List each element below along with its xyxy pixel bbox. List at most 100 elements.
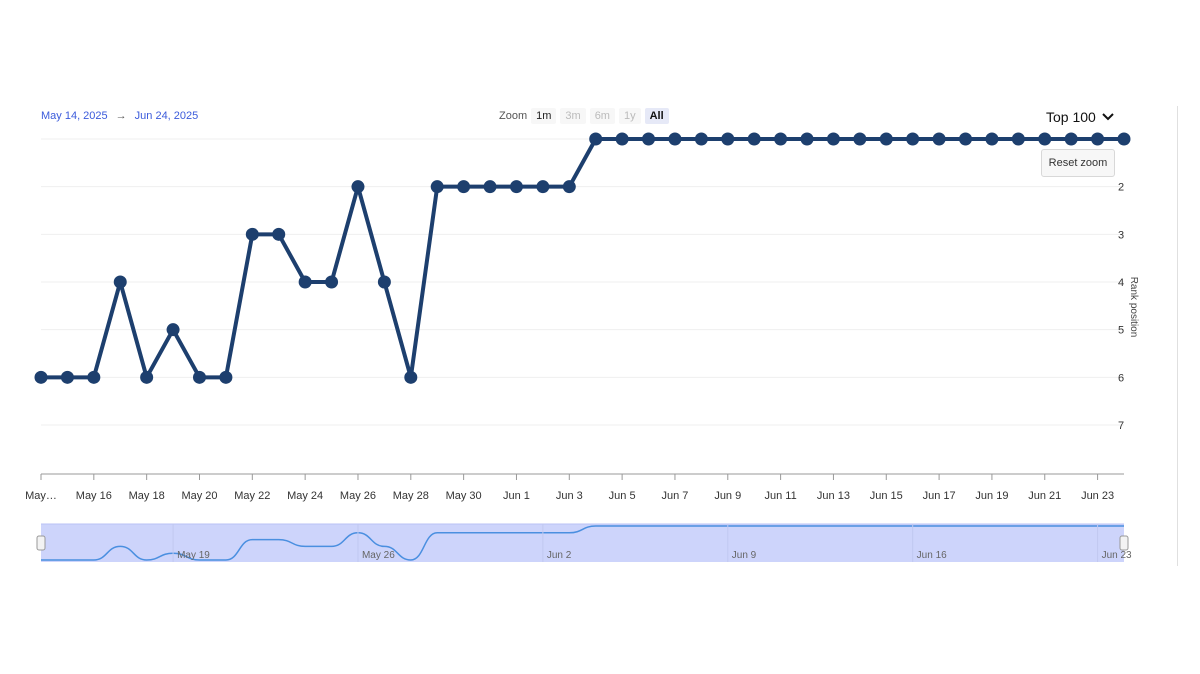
x-tick-label: May 26 <box>340 490 376 502</box>
data-point <box>536 180 550 194</box>
y-tick-label: 5 <box>1118 325 1124 337</box>
data-point <box>615 132 629 146</box>
grid-lines <box>41 138 1124 426</box>
data-point <box>351 180 365 194</box>
date-range-end: Jun 24, 2025 <box>134 110 199 122</box>
x-tick-label: May 20 <box>181 490 217 502</box>
data-point <box>60 370 74 384</box>
navigator-label: Jun 2 <box>547 550 572 561</box>
x-tick-label: Jun 19 <box>975 490 1008 502</box>
navigator-label: Jun 16 <box>917 550 947 561</box>
data-point <box>589 132 603 146</box>
y-tick-label: 4 <box>1118 277 1124 289</box>
data-point <box>325 275 339 289</box>
data-point <box>87 370 101 384</box>
navigator[interactable]: May 19 May 26 Jun 2 Jun 9 Jun 16 Jun 23 <box>36 523 1132 562</box>
x-tick-label: Jun 11 <box>765 490 797 502</box>
y-tick-label: 3 <box>1118 229 1124 241</box>
series-group <box>34 132 1131 384</box>
x-tick-label: May 28 <box>393 490 429 502</box>
zoom-label: Zoom <box>499 110 528 122</box>
data-point <box>34 370 48 384</box>
data-point <box>430 180 444 194</box>
reset-zoom-button[interactable]: Reset zoom <box>1041 149 1115 177</box>
y-tick-label: 2 <box>1118 182 1124 194</box>
data-point <box>906 132 920 146</box>
data-point <box>509 180 523 194</box>
y-tick-label: 7 <box>1118 420 1124 432</box>
data-point <box>113 275 127 289</box>
x-tick-label: May… <box>25 490 57 502</box>
x-tick-label: Jun 17 <box>923 490 956 502</box>
data-point <box>245 227 259 241</box>
y-axis-label: Rank position <box>1128 277 1139 338</box>
data-point <box>483 180 497 194</box>
navigator-left-handle <box>36 535 46 551</box>
x-tick-label: Jun 1 <box>503 490 530 502</box>
data-point <box>1064 132 1078 146</box>
x-tick-label: Jun 9 <box>714 490 741 502</box>
data-point <box>774 132 788 146</box>
chevron-down-icon <box>1102 113 1114 121</box>
zoom-1y-button[interactable]: 1y <box>618 108 641 124</box>
arrow-right-icon: → <box>115 110 127 122</box>
data-point <box>1038 132 1052 146</box>
x-tick-label: Jun 13 <box>817 490 850 502</box>
data-point <box>800 132 814 146</box>
data-point <box>166 323 180 337</box>
data-point <box>192 370 206 384</box>
y-tick-label: 6 <box>1118 372 1124 384</box>
date-range[interactable]: May 14, 2025 → Jun 24, 2025 <box>41 110 198 122</box>
top-dropdown-label: Top 100 <box>1046 109 1096 125</box>
data-point <box>747 132 761 146</box>
data-point <box>985 132 999 146</box>
data-point <box>642 132 656 146</box>
navigator-label: May 19 <box>177 550 210 561</box>
data-point <box>826 132 840 146</box>
data-point <box>298 275 312 289</box>
x-tick-label: May 22 <box>234 490 270 502</box>
x-tick-label: May 30 <box>446 490 482 502</box>
navigator-background <box>41 524 1124 562</box>
series-line <box>41 137 1124 380</box>
data-point <box>879 132 893 146</box>
x-axis: May… May 16 May 18 May 20 May 22 May 24 May 26… <box>25 473 1124 502</box>
data-point <box>404 370 418 384</box>
x-tick-label: May 24 <box>287 490 323 502</box>
x-tick-label: Jun 23 <box>1081 490 1114 502</box>
data-point <box>932 132 946 146</box>
data-point <box>377 275 391 289</box>
zoom-6m-button[interactable]: 6m <box>589 108 615 124</box>
data-point <box>457 180 471 194</box>
zoom-1m-button[interactable]: 1m <box>531 108 557 124</box>
data-point <box>721 132 735 146</box>
panel-divider <box>1177 106 1178 566</box>
data-point <box>219 370 233 384</box>
data-point <box>1117 132 1131 146</box>
y-axis: 1 2 3 4 5 6 7 <box>1118 134 1124 432</box>
data-point <box>668 132 682 146</box>
navigator-label: Jun 9 <box>732 550 757 561</box>
navigator-label: May 26 <box>362 550 395 561</box>
zoom-3m-button[interactable]: 3m <box>560 108 586 124</box>
navigator-label: Jun 23 <box>1102 550 1132 561</box>
x-tick-label: May 18 <box>129 490 165 502</box>
data-point <box>853 132 867 146</box>
navigator-series-line <box>41 525 1124 561</box>
data-point <box>1011 132 1025 146</box>
x-tick-label: Jun 15 <box>870 490 903 502</box>
data-point <box>140 370 154 384</box>
date-range-start: May 14, 2025 <box>41 110 108 122</box>
top-dropdown[interactable]: Top 100 <box>1046 109 1114 125</box>
x-tick-label: Jun 7 <box>661 490 688 502</box>
y-tick-label: 1 <box>1118 134 1124 146</box>
x-tick-label: Jun 3 <box>556 490 583 502</box>
data-point <box>959 132 973 146</box>
data-point <box>694 132 708 146</box>
x-tick-label: Jun 5 <box>609 490 636 502</box>
x-tick-label: Jun 21 <box>1028 490 1061 502</box>
data-point <box>562 180 576 194</box>
zoom-all-button[interactable]: All <box>644 108 669 124</box>
data-point <box>272 227 286 241</box>
